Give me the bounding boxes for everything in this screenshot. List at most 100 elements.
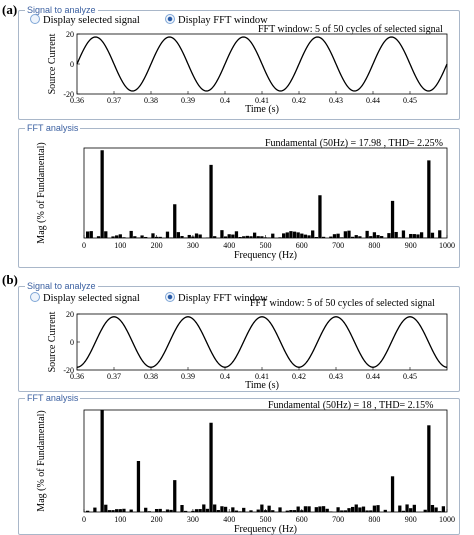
signal-annotation: FFT window: 5 of 50 cycles of selected s… [258, 24, 443, 35]
harmonic-bar [136, 237, 141, 238]
harmonic-bar [111, 510, 115, 512]
y-tick-label: 20 [66, 310, 74, 319]
harmonic-bar [191, 510, 195, 512]
harmonic-bar [311, 230, 315, 238]
harmonic-bar [180, 505, 184, 512]
x-tick-label: 0.42 [292, 96, 306, 105]
harmonic-bar [223, 236, 228, 238]
x-axis-label: Frequency (Hz) [234, 250, 297, 261]
harmonic-bar [314, 237, 318, 238]
x-tick-label: 500 [260, 241, 272, 250]
harmonic-bar [347, 508, 351, 512]
harmonic-bar [147, 511, 151, 512]
harmonic-bar [122, 237, 126, 238]
harmonic-bar [296, 506, 300, 512]
y-axis-label: Source Current [47, 311, 58, 372]
radio-icon [30, 292, 40, 302]
harmonic-bar [303, 234, 308, 238]
harmonic-bar [419, 232, 424, 238]
harmonic-bar [282, 233, 286, 238]
x-tick-label: 0 [82, 241, 86, 250]
radio-display-fft-a[interactable]: Display FFT window [165, 14, 268, 27]
harmonic-bar [267, 505, 271, 512]
x-axis-label: Time (s) [245, 104, 279, 115]
harmonic-bar [231, 234, 235, 238]
y-tick-label: -20 [63, 366, 74, 375]
harmonic-bar [412, 234, 416, 238]
harmonic-bar [336, 507, 340, 512]
harmonic-bar [180, 236, 184, 238]
harmonic-bar [242, 236, 246, 238]
harmonic-bar [271, 510, 275, 512]
harmonic-bar [358, 507, 362, 512]
harmonic-spike-bar [173, 204, 177, 238]
x-axis-label: Frequency (Hz) [234, 524, 297, 535]
x-tick-label: 0.37 [107, 372, 121, 381]
harmonic-spike-bar [100, 150, 104, 238]
harmonic-bar [234, 231, 239, 238]
x-tick-label: 0.39 [181, 372, 195, 381]
x-tick-label: 1000 [439, 515, 455, 524]
harmonic-bar [223, 506, 228, 512]
radio-display-selected-b[interactable]: Display selected signal [30, 292, 140, 305]
panel-label-b: (b) [2, 272, 18, 287]
x-tick-label: 0.44 [366, 372, 380, 381]
harmonic-bar [369, 510, 373, 512]
harmonic-bar [104, 504, 108, 512]
x-tick-label: 0.4 [220, 372, 230, 381]
harmonic-bar [184, 510, 188, 512]
radio-display-selected-a[interactable]: Display selected signal [30, 14, 140, 27]
harmonic-spike-bar [100, 410, 104, 512]
harmonic-bar [336, 233, 340, 238]
harmonic-bar [184, 237, 188, 238]
harmonic-bar [300, 233, 304, 238]
radio-display-fft-b[interactable]: Display FFT window [165, 292, 268, 305]
harmonic-bar [263, 237, 268, 238]
x-tick-label: 200 [151, 515, 163, 524]
harmonic-bar [140, 235, 144, 238]
harmonic-bar [394, 231, 398, 238]
harmonic-bar [245, 235, 249, 238]
harmonic-bar [202, 504, 206, 512]
harmonic-bar [144, 236, 148, 238]
harmonic-bar [278, 237, 282, 238]
harmonic-bar [85, 231, 90, 238]
harmonic-bar [154, 236, 159, 238]
harmonic-bar [354, 235, 358, 238]
harmonic-bar [423, 237, 427, 238]
fft-group-title-a: FFT analysis [25, 123, 81, 133]
harmonic-bar [154, 509, 159, 512]
x-tick-label: 300 [187, 515, 199, 524]
x-tick-label: 0.38 [144, 372, 158, 381]
harmonic-bar [438, 511, 442, 512]
harmonic-bar [292, 510, 297, 512]
harmonic-bar [176, 232, 181, 238]
harmonic-bar [409, 508, 413, 512]
x-axis-label: Time (s) [245, 380, 279, 391]
harmonic-bar [314, 507, 318, 512]
harmonic-bar [194, 233, 199, 238]
signal-waveform [76, 316, 448, 368]
x-tick-label: 300 [187, 241, 199, 250]
harmonic-bar [242, 507, 246, 512]
harmonic-bar [412, 504, 416, 512]
harmonic-bar [115, 509, 119, 512]
fft-plot-a: 0 100 200 300 400 500 600 700 800 900 1000 Frequenc… [36, 138, 455, 261]
harmonic-bar [213, 504, 217, 512]
harmonic-bar [372, 232, 377, 238]
harmonic-bar [249, 236, 253, 238]
radio-selected-icon [165, 292, 175, 302]
harmonic-bar [216, 510, 220, 512]
harmonic-bar [169, 509, 173, 512]
harmonic-bar [398, 505, 402, 512]
harmonic-bar [365, 230, 369, 238]
harmonic-bar [96, 236, 101, 238]
x-tick-label: 0.42 [292, 372, 306, 381]
harmonic-spike-bar [390, 200, 395, 238]
harmonic-bar [350, 236, 355, 238]
x-tick-label: 0.45 [403, 96, 417, 105]
harmonic-bar [300, 510, 304, 512]
harmonic-bar [332, 234, 337, 238]
plot-frame [83, 147, 448, 239]
